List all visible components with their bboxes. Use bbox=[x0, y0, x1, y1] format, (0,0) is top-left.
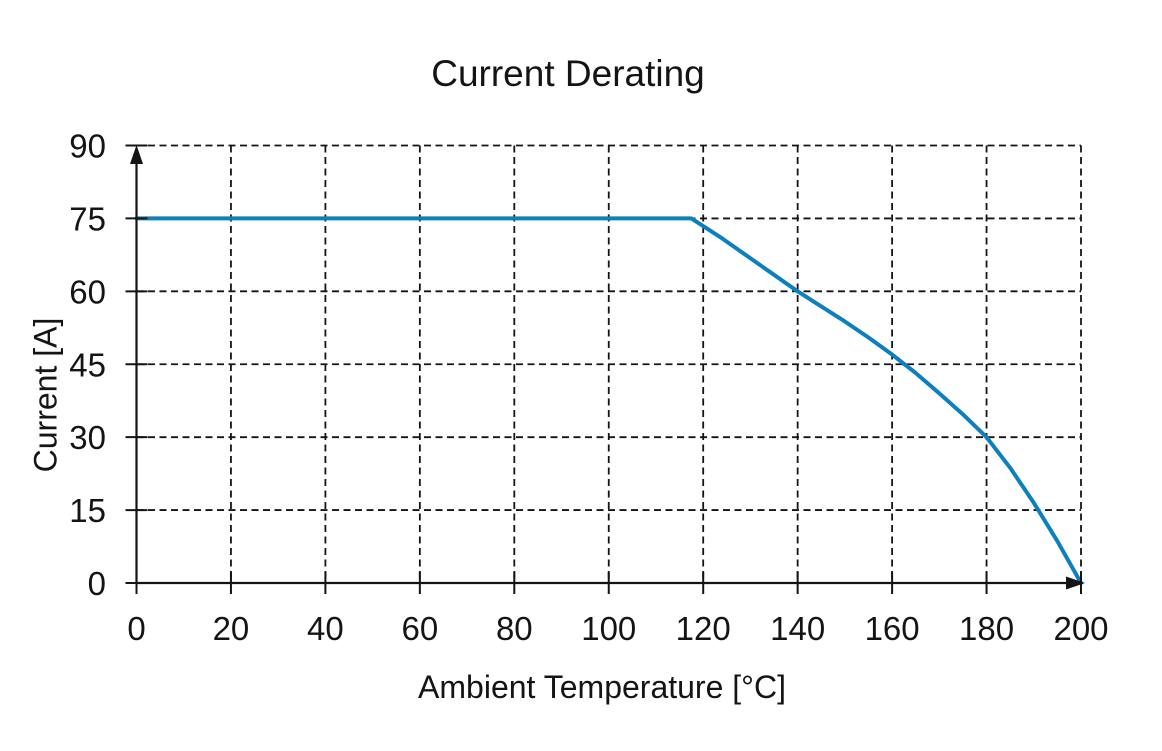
y-tick-label: 45 bbox=[69, 346, 106, 383]
x-tick-label: 60 bbox=[401, 610, 438, 647]
x-tick-label: 100 bbox=[581, 610, 636, 647]
y-tick-label: 30 bbox=[69, 419, 106, 456]
y-tick-label: 15 bbox=[69, 492, 106, 529]
y-tick-label: 75 bbox=[69, 200, 106, 237]
y-tick-label: 60 bbox=[69, 273, 106, 310]
x-tick-label: 180 bbox=[959, 610, 1014, 647]
x-tick-label: 0 bbox=[127, 610, 145, 647]
x-tick-label: 20 bbox=[213, 610, 250, 647]
chart-title: Current Derating bbox=[431, 53, 705, 94]
x-tick-label: 160 bbox=[865, 610, 920, 647]
x-axis-arrowhead-icon bbox=[1066, 576, 1085, 590]
x-tick-label: 40 bbox=[307, 610, 344, 647]
derating-curve-line bbox=[134, 216, 1083, 585]
x-tick-label: 120 bbox=[676, 610, 731, 647]
y-axis-arrowhead-icon bbox=[130, 145, 143, 164]
x-axis-label: Ambient Temperature [°C] bbox=[418, 669, 786, 705]
x-tick-label: 140 bbox=[770, 610, 825, 647]
x-tick-label: 200 bbox=[1053, 610, 1108, 647]
y-tick-label: 0 bbox=[88, 565, 106, 602]
x-tick-label: 80 bbox=[496, 610, 533, 647]
y-tick-label: 90 bbox=[69, 128, 106, 165]
